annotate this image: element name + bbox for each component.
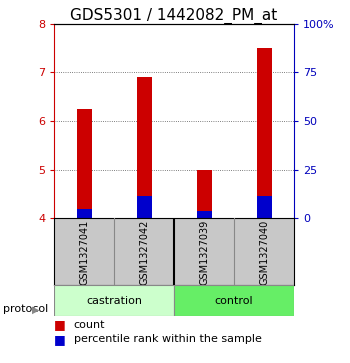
Text: GSM1327042: GSM1327042 (139, 219, 149, 285)
Text: percentile rank within the sample: percentile rank within the sample (74, 334, 261, 344)
Text: ▶: ▶ (32, 304, 40, 314)
Bar (54, 285, 174, 316)
Bar (77, 109, 92, 219)
Bar (136, 77, 152, 219)
Text: protocol: protocol (4, 304, 49, 314)
Text: ■: ■ (54, 333, 66, 346)
Bar (257, 196, 272, 219)
Text: GSM1327040: GSM1327040 (259, 219, 269, 285)
Bar (174, 285, 294, 316)
Text: count: count (74, 320, 105, 330)
Text: castration: castration (86, 295, 142, 306)
Text: control: control (215, 295, 253, 306)
Bar (257, 48, 272, 219)
Bar (197, 211, 212, 219)
Bar (136, 196, 152, 219)
Bar (197, 170, 212, 219)
Text: GSM1327041: GSM1327041 (79, 219, 89, 285)
Title: GDS5301 / 1442082_PM_at: GDS5301 / 1442082_PM_at (70, 7, 278, 24)
Text: ■: ■ (54, 318, 66, 331)
Bar (77, 209, 92, 219)
Text: GSM1327039: GSM1327039 (199, 219, 209, 285)
